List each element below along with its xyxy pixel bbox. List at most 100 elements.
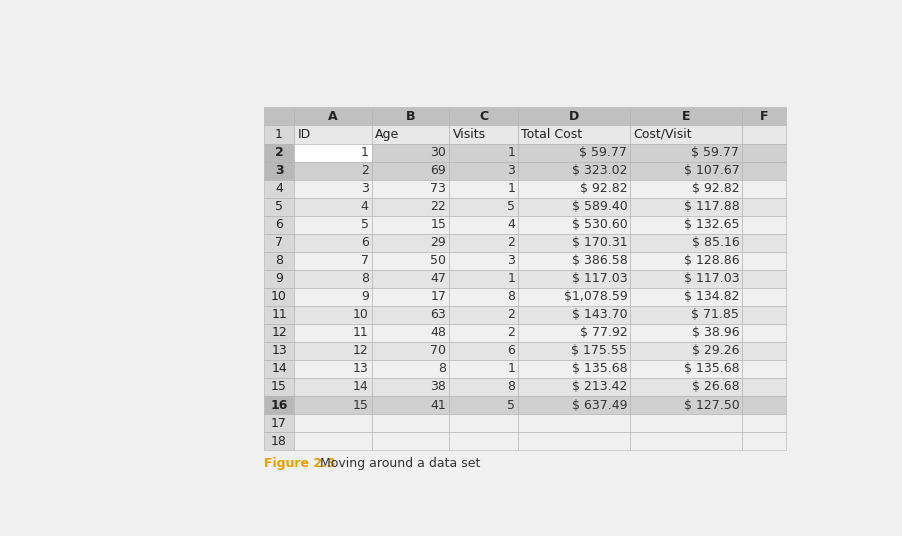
Bar <box>741 432 785 450</box>
Text: 2: 2 <box>274 146 283 159</box>
Bar <box>263 306 294 324</box>
Bar <box>630 144 741 161</box>
Bar <box>630 288 741 306</box>
Bar <box>630 432 741 450</box>
Text: 41: 41 <box>430 398 446 412</box>
Text: $ 637.49: $ 637.49 <box>571 398 627 412</box>
Text: $ 589.40: $ 589.40 <box>571 200 627 213</box>
Bar <box>372 378 449 396</box>
Bar <box>294 306 372 324</box>
Bar <box>630 342 741 360</box>
Text: $ 170.31: $ 170.31 <box>571 236 627 249</box>
Bar <box>449 378 518 396</box>
Text: ID: ID <box>297 128 310 141</box>
Text: $ 117.03: $ 117.03 <box>571 272 627 285</box>
Text: A: A <box>327 110 337 123</box>
Text: 2: 2 <box>507 308 515 322</box>
Text: 11: 11 <box>353 326 368 339</box>
Text: $ 143.70: $ 143.70 <box>571 308 627 322</box>
Text: 17: 17 <box>271 416 287 429</box>
Bar <box>741 378 785 396</box>
Bar <box>263 270 294 288</box>
Text: 1: 1 <box>361 146 368 159</box>
Bar <box>263 161 294 180</box>
Text: $ 38.96: $ 38.96 <box>691 326 739 339</box>
Bar <box>741 360 785 378</box>
Bar <box>741 234 785 252</box>
Bar <box>449 125 518 144</box>
Bar <box>630 414 741 432</box>
Bar <box>518 215 630 234</box>
Text: $ 92.82: $ 92.82 <box>579 182 627 195</box>
Text: $ 71.85: $ 71.85 <box>691 308 739 322</box>
Text: 7: 7 <box>360 254 368 267</box>
Bar <box>630 161 741 180</box>
Text: $ 59.77: $ 59.77 <box>579 146 627 159</box>
Text: 15: 15 <box>271 381 287 393</box>
Text: 38: 38 <box>430 381 446 393</box>
Bar <box>741 180 785 198</box>
Bar <box>449 360 518 378</box>
Text: Figure 2.3: Figure 2.3 <box>263 457 336 470</box>
Bar <box>263 378 294 396</box>
Bar <box>630 234 741 252</box>
Bar <box>372 270 449 288</box>
Bar <box>518 414 630 432</box>
Text: 48: 48 <box>430 326 446 339</box>
Text: 8: 8 <box>360 272 368 285</box>
Text: 9: 9 <box>275 272 282 285</box>
Bar <box>449 396 518 414</box>
Bar <box>294 180 372 198</box>
Bar <box>518 198 630 215</box>
Text: Moving around a data set: Moving around a data set <box>319 457 480 470</box>
Bar <box>518 144 630 161</box>
Bar <box>741 342 785 360</box>
Bar <box>741 324 785 342</box>
Bar <box>372 198 449 215</box>
Bar <box>449 234 518 252</box>
Bar <box>518 342 630 360</box>
Bar <box>294 342 372 360</box>
Bar <box>449 270 518 288</box>
Bar <box>449 180 518 198</box>
Bar <box>372 252 449 270</box>
Bar <box>518 324 630 342</box>
Bar <box>294 234 372 252</box>
Text: 1: 1 <box>275 128 282 141</box>
Text: Visits: Visits <box>452 128 485 141</box>
Bar <box>294 414 372 432</box>
Bar <box>294 270 372 288</box>
Text: 13: 13 <box>271 345 287 358</box>
Bar <box>294 144 372 161</box>
Bar <box>518 360 630 378</box>
Text: B: B <box>405 110 415 123</box>
Text: 12: 12 <box>271 326 287 339</box>
Text: 8: 8 <box>275 254 282 267</box>
Bar <box>518 378 630 396</box>
Bar <box>263 252 294 270</box>
Bar <box>449 161 518 180</box>
Bar <box>372 144 449 161</box>
Text: 30: 30 <box>430 146 446 159</box>
Text: Total Cost: Total Cost <box>520 128 582 141</box>
Bar <box>518 306 630 324</box>
Bar <box>294 396 372 414</box>
Bar <box>449 198 518 215</box>
Text: 15: 15 <box>430 218 446 231</box>
Text: 4: 4 <box>361 200 368 213</box>
Bar <box>741 215 785 234</box>
Text: D: D <box>568 110 579 123</box>
Bar <box>630 360 741 378</box>
Text: $ 386.58: $ 386.58 <box>571 254 627 267</box>
Bar <box>372 215 449 234</box>
Bar <box>372 396 449 414</box>
Text: 29: 29 <box>430 236 446 249</box>
Bar <box>518 432 630 450</box>
Bar <box>449 215 518 234</box>
Bar <box>741 270 785 288</box>
Text: $1,078.59: $1,078.59 <box>563 291 627 303</box>
Bar <box>741 288 785 306</box>
Bar <box>372 306 449 324</box>
Bar <box>518 288 630 306</box>
Text: 13: 13 <box>353 362 368 375</box>
